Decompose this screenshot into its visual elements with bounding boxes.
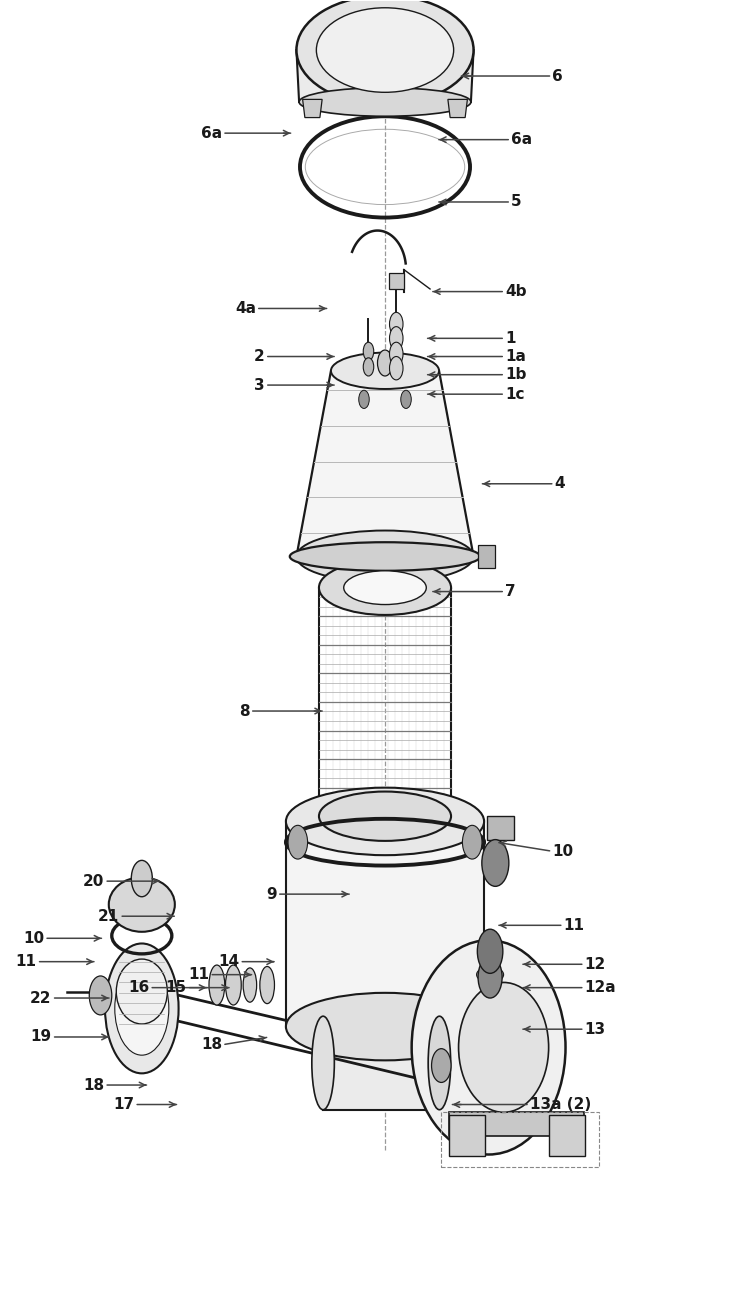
Polygon shape xyxy=(448,99,468,117)
Text: 12a: 12a xyxy=(584,980,617,995)
Text: 18: 18 xyxy=(83,1078,105,1092)
Circle shape xyxy=(432,1049,451,1083)
Circle shape xyxy=(359,390,369,408)
Text: 22: 22 xyxy=(30,991,52,1005)
Circle shape xyxy=(390,312,403,335)
Ellipse shape xyxy=(115,962,169,1056)
Text: 11: 11 xyxy=(188,967,209,983)
Ellipse shape xyxy=(319,560,451,615)
Text: 3: 3 xyxy=(254,377,265,393)
Bar xyxy=(549,1115,584,1157)
Circle shape xyxy=(390,342,403,365)
Ellipse shape xyxy=(299,87,471,116)
Text: 11: 11 xyxy=(564,918,584,933)
Bar xyxy=(449,1115,485,1157)
Text: 13a (2): 13a (2) xyxy=(530,1097,591,1112)
Text: 18: 18 xyxy=(201,1037,222,1052)
Ellipse shape xyxy=(117,959,168,1024)
Ellipse shape xyxy=(286,788,484,855)
Bar xyxy=(441,1113,599,1167)
Ellipse shape xyxy=(319,792,451,841)
Ellipse shape xyxy=(411,940,566,1154)
Circle shape xyxy=(390,356,403,380)
Ellipse shape xyxy=(477,967,504,983)
Text: 7: 7 xyxy=(505,584,516,599)
Text: 13: 13 xyxy=(584,1022,606,1036)
Ellipse shape xyxy=(286,993,484,1061)
Circle shape xyxy=(482,840,509,887)
Text: 17: 17 xyxy=(114,1097,135,1112)
Polygon shape xyxy=(286,822,484,1027)
Text: 14: 14 xyxy=(218,954,239,970)
Bar xyxy=(389,273,404,289)
Text: 4: 4 xyxy=(555,476,566,491)
Circle shape xyxy=(288,826,308,859)
Text: 9: 9 xyxy=(266,887,277,902)
Ellipse shape xyxy=(105,944,178,1074)
Ellipse shape xyxy=(428,1017,450,1110)
Polygon shape xyxy=(296,370,474,556)
Text: 11: 11 xyxy=(16,954,37,970)
Ellipse shape xyxy=(459,983,549,1113)
Ellipse shape xyxy=(312,1017,335,1110)
Text: 1a: 1a xyxy=(505,348,526,364)
Ellipse shape xyxy=(331,352,439,389)
Text: 12: 12 xyxy=(584,957,606,972)
Ellipse shape xyxy=(296,0,474,104)
Text: 16: 16 xyxy=(128,980,150,995)
Text: 20: 20 xyxy=(83,874,105,889)
Polygon shape xyxy=(302,99,322,117)
Text: 8: 8 xyxy=(239,703,250,719)
Circle shape xyxy=(89,976,112,1015)
Polygon shape xyxy=(487,816,514,840)
Circle shape xyxy=(378,350,393,376)
Ellipse shape xyxy=(344,571,426,605)
Text: 19: 19 xyxy=(31,1030,52,1044)
Ellipse shape xyxy=(243,968,256,1002)
Text: 6: 6 xyxy=(553,69,563,83)
Ellipse shape xyxy=(226,965,241,1005)
Ellipse shape xyxy=(209,965,225,1005)
Text: 1b: 1b xyxy=(505,367,526,382)
Circle shape xyxy=(462,826,482,859)
Polygon shape xyxy=(296,49,474,101)
Ellipse shape xyxy=(317,8,453,92)
Circle shape xyxy=(478,957,502,998)
Text: 4b: 4b xyxy=(505,285,526,299)
Circle shape xyxy=(478,930,503,974)
Bar xyxy=(449,1113,584,1136)
Text: 2: 2 xyxy=(254,348,265,364)
Text: 1c: 1c xyxy=(505,386,525,402)
Circle shape xyxy=(401,390,411,408)
Circle shape xyxy=(363,358,374,376)
Circle shape xyxy=(390,326,403,350)
Ellipse shape xyxy=(260,966,274,1004)
Polygon shape xyxy=(323,1017,439,1110)
Circle shape xyxy=(132,861,153,897)
Text: 1: 1 xyxy=(505,330,516,346)
Ellipse shape xyxy=(290,542,481,571)
Circle shape xyxy=(363,342,374,360)
Text: 10: 10 xyxy=(23,931,44,946)
Text: 15: 15 xyxy=(165,980,186,995)
Text: 5: 5 xyxy=(511,195,522,209)
Text: 6a: 6a xyxy=(201,126,222,140)
Text: 6a: 6a xyxy=(511,133,532,147)
Ellipse shape xyxy=(109,878,174,932)
Bar xyxy=(478,545,495,568)
Text: 4a: 4a xyxy=(235,302,256,316)
Text: 21: 21 xyxy=(98,909,120,924)
Text: 10: 10 xyxy=(553,844,574,859)
Ellipse shape xyxy=(296,530,474,582)
